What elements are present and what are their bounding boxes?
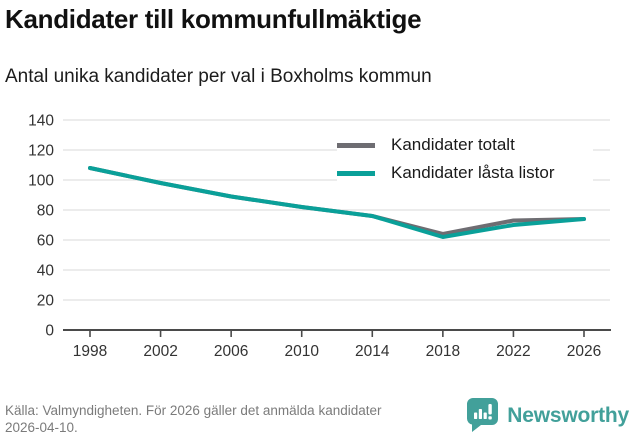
legend-label: Kandidater låsta listor — [391, 163, 555, 182]
y-tick-label: 80 — [37, 203, 55, 220]
y-tick-label: 140 — [28, 113, 54, 130]
x-tick-label: 2014 — [355, 343, 390, 360]
legend-item-totalt: Kandidater totalt — [337, 131, 593, 159]
line-chart-canvas: 0 20 40 60 80 100 120 140 1998 2002 2006 2010 2014 20… — [28, 113, 611, 360]
y-tick-label: 120 — [28, 143, 54, 160]
source-note: Källa: Valmyndigheten. För 2026 gäller d… — [5, 403, 382, 435]
y-axis-labels: 0 20 40 60 80 100 120 140 — [28, 113, 54, 340]
y-tick-label: 20 — [37, 293, 55, 310]
y-tick-label: 0 — [45, 323, 54, 340]
x-axis: 1998 2002 2006 2010 2014 2018 2022 2026 — [63, 329, 611, 360]
y-tick-label: 100 — [28, 173, 54, 190]
legend-swatch-lasta-listor — [337, 170, 375, 176]
x-tick-label: 2006 — [214, 343, 248, 360]
x-tick-label: 1998 — [73, 343, 107, 360]
newsworthy-bubble-chart-icon — [467, 398, 499, 432]
newsworthy-wordmark: Newsworthy — [507, 403, 629, 427]
page-title: Kandidater till kommunfullmäktige — [5, 4, 422, 34]
x-tick-label: 2018 — [426, 343, 460, 360]
x-tick-label: 2026 — [567, 343, 601, 360]
line-chart: 0 20 40 60 80 100 120 140 1998 2002 2006 2010 2014 20… — [0, 100, 631, 380]
x-tick-label: 2002 — [143, 343, 177, 360]
newsworthy-logo: Newsworthy — [467, 398, 629, 433]
legend-item-lasta-listor: Kandidater låsta listor — [337, 159, 593, 187]
chart-legend: Kandidater totalt Kandidater låsta listo… — [337, 128, 593, 190]
y-tick-label: 60 — [37, 233, 55, 250]
legend-label: Kandidater totalt — [391, 135, 515, 154]
x-tick-label: 2022 — [496, 343, 530, 360]
x-tick-label: 2010 — [284, 343, 319, 360]
y-tick-label: 40 — [37, 263, 55, 280]
series-line-1 — [88, 166, 586, 239]
legend-swatch-totalt — [337, 142, 375, 148]
page-subtitle: Antal unika kandidater per val i Boxholm… — [5, 66, 432, 87]
